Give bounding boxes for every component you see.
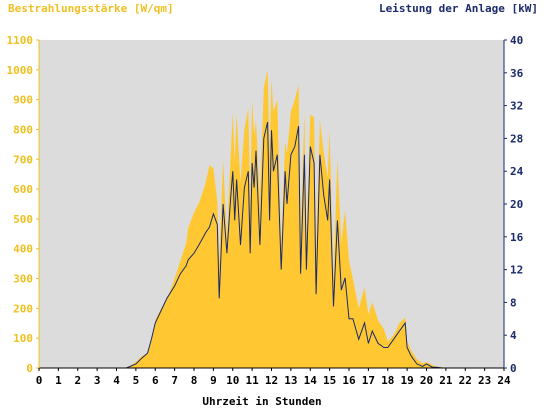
power-line	[39, 121, 504, 369]
x-tick-label: 24	[497, 374, 511, 387]
left-tick-label: 200	[13, 302, 33, 315]
right-tick-label: 4	[510, 329, 517, 342]
x-tick-label: 4	[113, 374, 120, 387]
x-tick-label: 17	[362, 374, 375, 387]
x-tick-label: 16	[342, 374, 356, 387]
x-tick-label: 1	[55, 374, 62, 387]
x-tick-label: 9	[210, 374, 217, 387]
x-tick-label: 3	[94, 374, 101, 387]
x-tick-label: 7	[171, 374, 178, 387]
left-tick-label: 600	[13, 183, 33, 196]
x-tick-label: 18	[381, 374, 394, 387]
right-tick-label: 12	[510, 264, 523, 277]
left-tick-label: 1100	[7, 34, 34, 47]
x-tick-label: 10	[226, 374, 239, 387]
x-tick-label: 0	[36, 374, 43, 387]
x-tick-label: 20	[420, 374, 433, 387]
x-tick-label: 11	[246, 374, 260, 387]
x-tick-label: 19	[401, 374, 414, 387]
right-tick-label: 16	[510, 231, 524, 244]
x-tick-label: 15	[323, 374, 336, 387]
x-tick-label: 8	[191, 374, 198, 387]
left-tick-label: 900	[13, 94, 33, 107]
x-axis-title: Uhrzeit in Stunden	[202, 395, 321, 408]
right-tick-label: 36	[510, 67, 524, 80]
right-tick-label: 32	[510, 100, 523, 113]
x-tick-label: 23	[478, 374, 491, 387]
right-tick-label: 24	[510, 165, 524, 178]
x-tick-label: 5	[133, 374, 140, 387]
x-tick-label: 21	[439, 374, 453, 387]
left-axis-title: Bestrahlungsstärke [W/qm]	[8, 2, 174, 15]
right-tick-label: 20	[510, 198, 523, 211]
left-tick-label: 400	[13, 243, 33, 256]
x-tick-label: 14	[304, 374, 318, 387]
right-tick-label: 40	[510, 34, 523, 47]
right-tick-label: 8	[510, 296, 517, 309]
left-tick-label: 500	[13, 213, 33, 226]
x-tick-label: 12	[265, 374, 278, 387]
left-tick-label: 0	[26, 362, 33, 375]
right-ticks: 0 4 8 12 16 20 24 28 32 36 40	[504, 34, 524, 375]
left-tick-label: 1000	[7, 64, 34, 77]
left-tick-label: 100	[13, 332, 33, 345]
left-tick-label: 800	[13, 123, 33, 136]
x-tick-label: 2	[74, 374, 81, 387]
x-tick-label: 6	[152, 374, 159, 387]
left-ticks: 0 100 200 300 400 500 600 700 800 900 1000 1100	[7, 34, 39, 375]
x-tick-label: 22	[459, 374, 472, 387]
left-tick-label: 300	[13, 273, 33, 286]
left-tick-label: 700	[13, 153, 33, 166]
x-tick-label: 13	[284, 374, 297, 387]
right-axis-title: Leistung der Anlage [kW]	[379, 2, 538, 15]
irradiance-area	[39, 69, 504, 369]
right-tick-label: 28	[510, 132, 523, 145]
right-tick-label: 0	[510, 362, 517, 375]
x-ticks: 0 1 2 3 4 5 6 7 8 9 10 11 12 13 14 15 16 17 18 19 20 21 22 23 24	[36, 368, 511, 387]
